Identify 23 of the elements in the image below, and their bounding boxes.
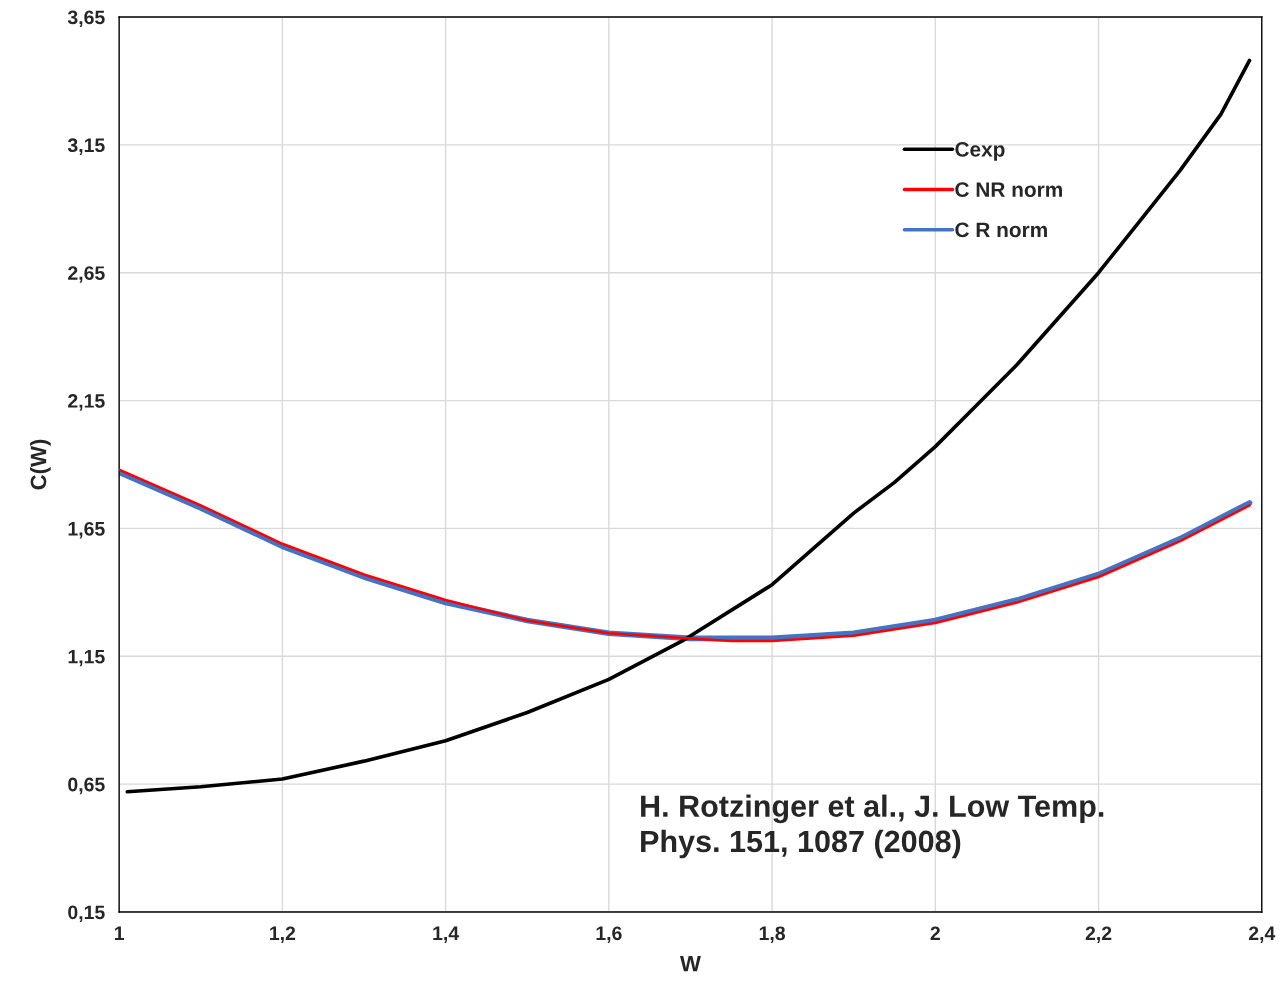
x-tick-label: 2,2 xyxy=(1085,926,1112,943)
legend-label: Cexp xyxy=(955,141,1005,161)
y-tick-label: 1,65 xyxy=(68,521,105,539)
y-tick-label: 1,15 xyxy=(68,649,105,667)
x-tick-label: 1 xyxy=(114,926,124,940)
x-tick-label: 1,2 xyxy=(270,926,296,943)
line-series xyxy=(125,58,1252,794)
annotation: H. Rotzinger et al., J. Low Temp. Phys. 151, 1087 (2008) xyxy=(641,794,1104,859)
x-tick-label: 1,6 xyxy=(596,926,622,943)
x-tick-label: 1,8 xyxy=(759,926,785,943)
legend-label: C R norm xyxy=(955,222,1047,238)
legend-label: C NR norm xyxy=(955,182,1062,197)
y-tick-label: 0,15 xyxy=(68,905,105,923)
x-tick-label: 2,4 xyxy=(1248,926,1276,943)
y-tick-label: 2,15 xyxy=(68,394,105,411)
y-tick-label: 3,65 xyxy=(67,10,105,28)
x-axis-title: W xyxy=(679,955,701,972)
x-tick-label: 1,4 xyxy=(433,926,460,943)
y-tick-label: 0,65 xyxy=(68,777,105,795)
x-tick-label: 2 xyxy=(930,926,940,940)
y-tick-label: 3,15 xyxy=(67,138,105,155)
y-axis-title: C(W) xyxy=(30,439,51,490)
y-tick-label: 2,65 xyxy=(68,266,105,283)
